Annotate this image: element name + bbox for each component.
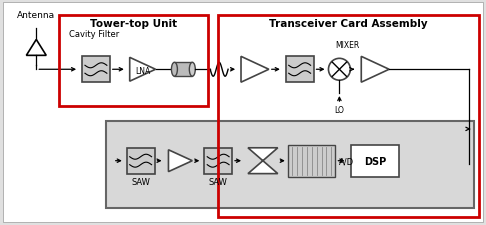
Text: A/D: A/D bbox=[339, 157, 354, 165]
Polygon shape bbox=[241, 57, 269, 83]
Text: SAW: SAW bbox=[131, 177, 150, 186]
Bar bbox=[59, 16, 208, 107]
Bar bbox=[286, 57, 313, 83]
Text: LNA: LNA bbox=[135, 66, 150, 75]
Text: DSP: DSP bbox=[364, 156, 386, 166]
Polygon shape bbox=[361, 57, 389, 83]
Text: Transceiver Card Assembly: Transceiver Card Assembly bbox=[269, 18, 428, 28]
Text: LO: LO bbox=[334, 106, 345, 115]
Ellipse shape bbox=[172, 63, 177, 77]
Polygon shape bbox=[130, 58, 156, 82]
Bar bbox=[82, 57, 110, 83]
Bar bbox=[288, 145, 335, 177]
Bar bbox=[127, 148, 155, 174]
Bar bbox=[174, 63, 192, 77]
Polygon shape bbox=[169, 150, 192, 172]
Circle shape bbox=[329, 59, 350, 81]
Polygon shape bbox=[248, 148, 278, 174]
Bar bbox=[351, 145, 399, 177]
Text: Antenna: Antenna bbox=[17, 11, 55, 20]
Text: SAW: SAW bbox=[208, 177, 227, 186]
Text: Tower-top Unit: Tower-top Unit bbox=[90, 18, 177, 28]
Bar bbox=[218, 16, 479, 217]
Ellipse shape bbox=[190, 63, 195, 77]
Bar bbox=[204, 148, 232, 174]
Text: MIXER: MIXER bbox=[335, 41, 360, 50]
Text: Cavity Filter: Cavity Filter bbox=[69, 29, 120, 38]
Bar bbox=[106, 122, 473, 209]
